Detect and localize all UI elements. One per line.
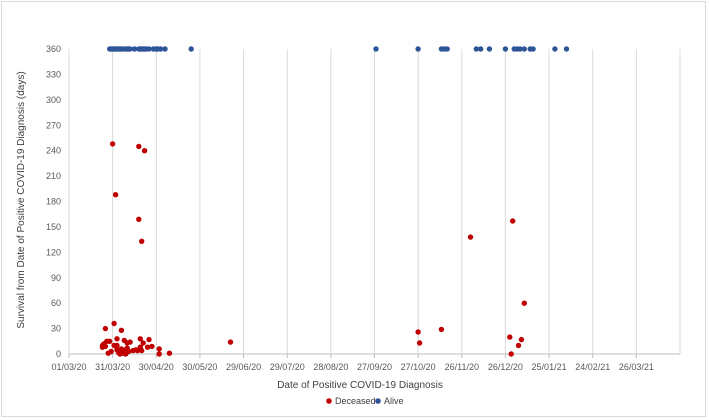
point-deceased xyxy=(140,340,146,346)
point-deceased xyxy=(127,339,133,345)
point-deceased xyxy=(146,336,152,343)
y-tick-label: 60 xyxy=(51,298,61,308)
point-deceased xyxy=(102,343,109,350)
x-tick-label: 27/10/20 xyxy=(401,362,436,372)
y-tick-label: 90 xyxy=(51,273,61,283)
x-tick-label: 26/11/20 xyxy=(445,362,479,372)
x-tick-label: 24/02/21 xyxy=(575,362,610,372)
point-deceased xyxy=(112,192,119,198)
y-tick-label: 180 xyxy=(46,197,61,207)
x-tick-label: 27/09/20 xyxy=(357,362,392,372)
point-deceased xyxy=(141,148,148,154)
x-tick-label: 29/06/20 xyxy=(226,362,261,372)
point-deceased xyxy=(139,238,145,244)
point-alive xyxy=(517,46,523,52)
legend-label-alive: Alive xyxy=(384,396,404,406)
point-deceased xyxy=(521,300,527,306)
point-deceased xyxy=(507,334,513,340)
point-deceased xyxy=(144,344,151,350)
legend-marker-deceased xyxy=(326,398,332,404)
point-deceased xyxy=(510,218,516,224)
legend-label-deceased: Deceased xyxy=(335,396,376,406)
y-tick-label: 120 xyxy=(46,247,61,257)
data-points xyxy=(99,46,570,357)
x-tick-label: 25/01/21 xyxy=(532,362,567,372)
point-deceased xyxy=(114,336,120,342)
point-deceased xyxy=(166,350,173,356)
x-tick-label: 28/08/20 xyxy=(313,362,348,372)
point-alive xyxy=(444,46,450,52)
x-tick-label: 31/03/20 xyxy=(95,362,130,372)
y-tick-label: 300 xyxy=(46,95,61,105)
point-deceased xyxy=(125,348,132,355)
point-alive xyxy=(521,46,527,52)
point-alive xyxy=(530,46,536,52)
y-axis-title: Survival from Date of Positive COVID-19 … xyxy=(16,71,27,328)
point-deceased xyxy=(467,234,474,240)
point-alive xyxy=(563,46,570,52)
point-alive xyxy=(478,46,484,52)
point-deceased xyxy=(508,351,514,357)
point-alive xyxy=(486,46,493,52)
point-alive xyxy=(473,46,479,52)
point-deceased xyxy=(227,339,234,345)
point-alive xyxy=(373,46,379,52)
x-tick-label: 26/03/21 xyxy=(619,362,654,372)
legend-item-alive: Alive xyxy=(375,396,404,406)
y-tick-label: 30 xyxy=(51,324,61,334)
point-deceased xyxy=(109,141,116,147)
x-tick-label: 30/04/20 xyxy=(139,362,174,372)
point-deceased xyxy=(114,342,120,349)
x-tick-label: 30/05/20 xyxy=(182,362,217,372)
y-tick-label: 240 xyxy=(46,146,61,156)
point-deceased xyxy=(515,342,522,349)
point-alive xyxy=(188,46,194,52)
x-axis-title: Date of Positive COVID-19 Diagnosis xyxy=(277,380,443,391)
x-tick-label: 29/07/20 xyxy=(270,362,305,372)
x-tick-label: 26/12/20 xyxy=(488,362,523,372)
point-alive xyxy=(131,46,138,52)
point-deceased xyxy=(156,351,162,357)
legend-marker-alive xyxy=(375,398,381,404)
point-alive xyxy=(157,46,164,52)
point-deceased xyxy=(156,346,162,352)
point-deceased xyxy=(108,348,114,355)
point-alive xyxy=(415,46,421,52)
point-deceased xyxy=(102,325,109,332)
point-alive xyxy=(162,46,168,52)
legend: Deceased Alive xyxy=(326,396,404,406)
point-alive xyxy=(146,46,152,52)
point-alive xyxy=(127,46,133,52)
point-alive xyxy=(502,46,509,52)
point-alive xyxy=(552,46,558,52)
point-deceased xyxy=(137,336,143,342)
point-deceased xyxy=(107,338,113,344)
point-deceased xyxy=(149,343,155,350)
y-tick-label: 360 xyxy=(46,44,61,54)
point-deceased xyxy=(438,326,445,333)
point-deceased xyxy=(118,327,125,333)
point-deceased xyxy=(416,340,423,346)
x-tick-labels: 01/03/20 31/03/20 30/04/20 30/05/20 29/06/20… xyxy=(51,362,653,372)
point-deceased xyxy=(415,329,421,335)
y-tick-label: 330 xyxy=(46,69,61,79)
legend-item-deceased: Deceased xyxy=(326,396,376,406)
point-deceased xyxy=(136,143,142,150)
point-deceased xyxy=(136,216,142,222)
y-tick-label: 210 xyxy=(46,171,61,181)
point-deceased xyxy=(518,336,525,343)
gridlines xyxy=(68,49,681,354)
point-deceased xyxy=(139,347,145,354)
y-tick-labels: 0 30 60 90 120 150 180 210 240 270 300 330 360 xyxy=(46,44,61,359)
y-tick-label: 270 xyxy=(46,120,61,130)
x-tick-label: 01/03/20 xyxy=(51,362,86,372)
y-tick-label: 150 xyxy=(46,222,61,232)
point-deceased xyxy=(111,320,117,327)
y-tick-label: 0 xyxy=(56,349,61,359)
